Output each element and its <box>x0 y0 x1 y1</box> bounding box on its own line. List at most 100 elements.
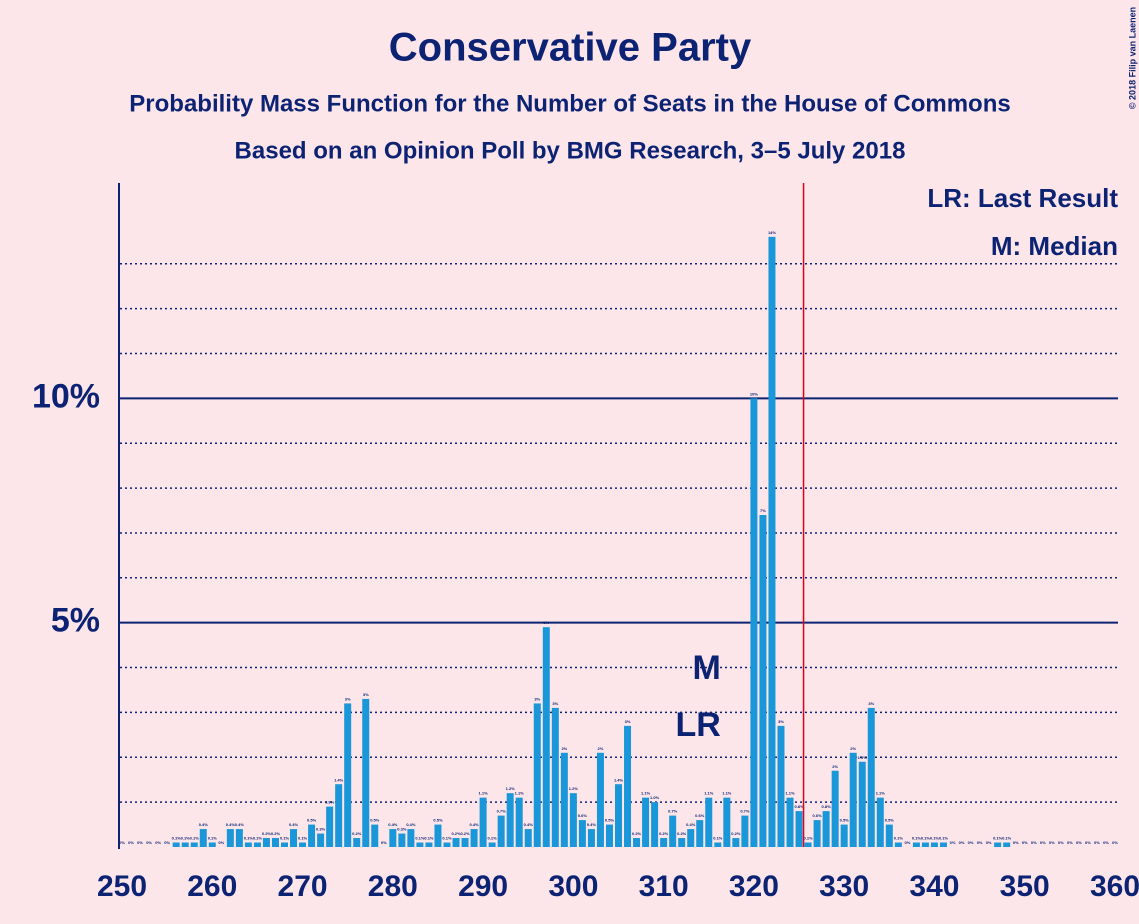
bar <box>651 802 659 847</box>
value-label: 1.0% <box>650 795 660 800</box>
value-label: 0.1% <box>442 836 452 841</box>
bar <box>190 842 198 847</box>
bar <box>172 842 180 847</box>
bar <box>461 838 469 847</box>
value-label: 2% <box>832 764 838 769</box>
bar <box>389 829 397 847</box>
bar <box>551 707 559 847</box>
value-label: 0.2% <box>460 831 470 836</box>
value-label: 0% <box>950 840 956 845</box>
value-label: 0% <box>904 840 910 845</box>
value-label: 0.1% <box>424 836 434 841</box>
value-label: 0.6% <box>578 813 588 818</box>
value-label: 7% <box>760 508 766 513</box>
bar <box>271 838 279 847</box>
value-label: 0.1% <box>244 836 254 841</box>
bar <box>714 842 722 847</box>
bar <box>407 829 415 847</box>
bar <box>542 627 550 847</box>
bar <box>569 793 577 847</box>
value-label: 0.4% <box>686 822 696 827</box>
bar <box>669 815 677 847</box>
value-label: 1.9% <box>858 755 868 760</box>
value-label: 0% <box>959 840 965 845</box>
bar <box>687 829 695 847</box>
bar <box>290 829 298 847</box>
value-label: 1.4% <box>614 777 624 782</box>
value-label: 0.1% <box>912 836 922 841</box>
value-label: 0.1% <box>939 836 949 841</box>
value-label: 0% <box>1031 840 1037 845</box>
bar <box>479 797 487 847</box>
value-label: 0.1% <box>415 836 425 841</box>
bar <box>633 838 641 847</box>
value-label: 0.4% <box>406 822 416 827</box>
bar <box>253 842 261 847</box>
value-label: 1.2% <box>506 786 516 791</box>
value-label: 0% <box>218 840 224 845</box>
bar <box>299 842 307 847</box>
value-label: 0.1% <box>208 836 218 841</box>
bar <box>578 820 586 847</box>
x-tick-label: 300 <box>548 870 598 903</box>
value-label: 0.7% <box>668 809 678 814</box>
bar <box>768 236 776 848</box>
value-label: 0.6% <box>813 813 823 818</box>
bar <box>398 833 406 847</box>
bar <box>362 698 370 847</box>
x-tick-label: 360 <box>1090 870 1139 903</box>
value-label: 0.3% <box>316 827 326 832</box>
bar <box>244 842 252 847</box>
value-label: 0.1% <box>921 836 931 841</box>
bar <box>488 842 496 847</box>
value-label: 0% <box>968 840 974 845</box>
value-label: 0.5% <box>885 818 895 823</box>
bar <box>371 824 379 847</box>
bar <box>732 838 740 847</box>
bar <box>226 829 234 847</box>
value-label: 0.7% <box>497 809 507 814</box>
x-tick-label: 250 <box>97 870 147 903</box>
value-label: 0.4% <box>587 822 597 827</box>
value-label: 0% <box>1094 840 1100 845</box>
value-label: 0% <box>977 840 983 845</box>
bar <box>705 797 713 847</box>
legend-text: LR: Last Result <box>927 183 1118 213</box>
value-label: 1.1% <box>785 791 795 796</box>
value-label: 0.2% <box>659 831 669 836</box>
bar <box>849 752 857 847</box>
value-label: 0.2% <box>271 831 281 836</box>
x-tick-label: 320 <box>729 870 779 903</box>
value-label: 0.8% <box>794 804 804 809</box>
value-label: 0.6% <box>695 813 705 818</box>
x-tick-label: 310 <box>639 870 689 903</box>
bar <box>660 838 668 847</box>
value-label: 3% <box>363 692 369 697</box>
bar <box>723 797 731 847</box>
value-label: 0% <box>1076 840 1082 845</box>
value-label: 0% <box>137 840 143 845</box>
bar <box>281 842 288 847</box>
value-label: 2% <box>598 746 604 751</box>
value-label: 3% <box>625 719 631 724</box>
bar <box>317 833 325 847</box>
value-label: 0.5% <box>840 818 850 823</box>
value-label: 0% <box>1013 840 1019 845</box>
bar <box>930 842 938 847</box>
value-label: 0.4% <box>235 822 245 827</box>
value-label: 1.1% <box>704 791 714 796</box>
bar <box>524 829 532 847</box>
x-tick-label: 350 <box>1000 870 1050 903</box>
bar <box>912 842 920 847</box>
value-label: 0% <box>119 840 125 845</box>
value-label: 0.4% <box>199 822 209 827</box>
value-label: 0% <box>1103 840 1109 845</box>
value-label: 0.1% <box>930 836 940 841</box>
value-label: 0.2% <box>731 831 741 836</box>
value-label: 0% <box>1049 840 1055 845</box>
bar <box>181 842 189 847</box>
x-tick-label: 290 <box>458 870 508 903</box>
bar <box>515 797 523 847</box>
